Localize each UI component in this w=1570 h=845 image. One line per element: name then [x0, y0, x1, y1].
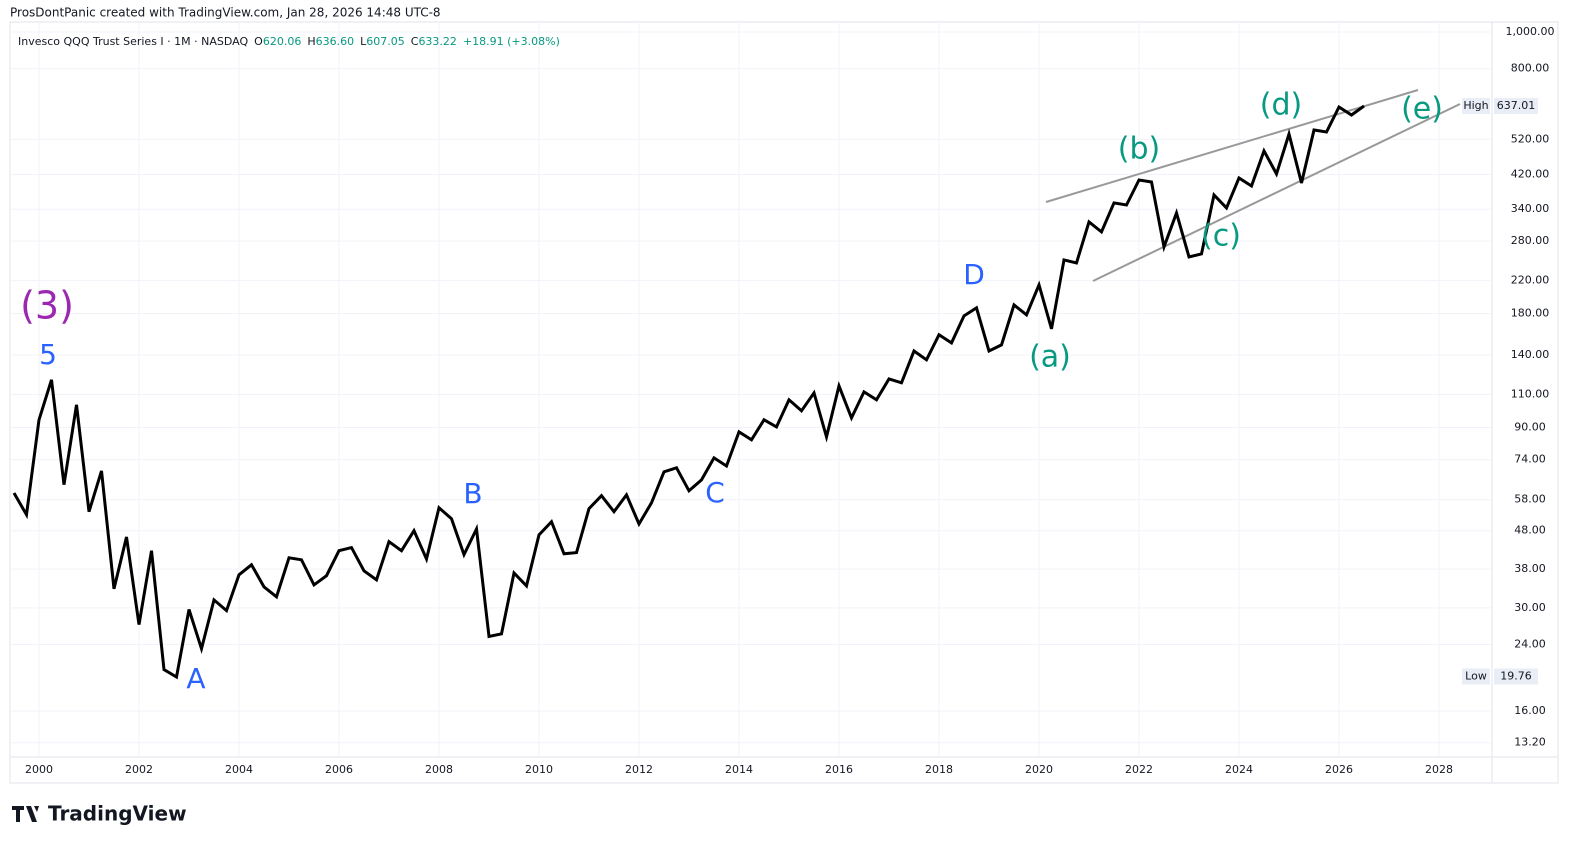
- y-tick-label: 280.00: [1511, 234, 1550, 247]
- header: ProsDontPanic created with TradingView.c…: [10, 6, 441, 20]
- price-tag-bg: [1494, 668, 1538, 685]
- y-tick-label: 74.00: [1514, 453, 1546, 466]
- price-tag-value: 637.01: [1497, 99, 1536, 112]
- y-tick-label: 140.00: [1511, 348, 1550, 361]
- ohlc-label: O: [254, 35, 263, 48]
- wave-label: (3): [20, 284, 74, 328]
- x-tick-label: 2002: [125, 763, 153, 776]
- wave-label: D: [963, 258, 985, 291]
- price-line: [12, 104, 1365, 680]
- y-tick-label: 800.00: [1511, 62, 1550, 75]
- wave-label: A: [186, 662, 205, 695]
- brand-logo: TradingView: [12, 802, 187, 826]
- ohlc-value: 620.06: [263, 35, 302, 48]
- y-tick-label: 90.00: [1514, 420, 1546, 433]
- x-tick-label: 2024: [1225, 763, 1253, 776]
- grid: [10, 22, 1492, 757]
- y-tick-label: 24.00: [1514, 638, 1546, 651]
- wave-label: (d): [1260, 88, 1302, 123]
- trend-line: [1045, 89, 1419, 203]
- y-tick-label: 220.00: [1511, 274, 1550, 287]
- wave-label: C: [705, 476, 725, 509]
- x-tick-label: 2014: [725, 763, 753, 776]
- y-tick-label: 340.00: [1511, 202, 1550, 215]
- wave-label: (c): [1201, 219, 1241, 254]
- x-tick-label: 2020: [1025, 763, 1053, 776]
- wave-label: (e): [1401, 92, 1443, 127]
- legend: Invesco QQQ Trust Series I · 1M · NASDAQ…: [18, 35, 560, 48]
- logo-icon: [12, 806, 39, 822]
- frame: [9, 21, 1559, 784]
- x-tick-label: 2028: [1425, 763, 1453, 776]
- y-tick-label: 48.00: [1514, 524, 1546, 537]
- ohlc-label: C: [411, 35, 419, 48]
- price-tag-label: Low: [1465, 669, 1487, 682]
- x-tick-label: 2026: [1325, 763, 1353, 776]
- price-tag-bg: [1462, 668, 1490, 685]
- ohlc-label: L: [360, 35, 367, 48]
- y-tick-label: 38.00: [1514, 562, 1546, 575]
- x-tick-label: 2012: [625, 763, 653, 776]
- x-tick-label: 2004: [225, 763, 253, 776]
- wave-label: 5: [39, 338, 57, 371]
- brand: TradingView: [48, 802, 187, 826]
- ohlc-label: H: [307, 35, 315, 48]
- ohlc-value: 633.22: [418, 35, 457, 48]
- ohlc-value: 636.60: [316, 35, 355, 48]
- y-tick-label: 13.20: [1514, 736, 1546, 749]
- x-tick-label: 2010: [525, 763, 553, 776]
- change: +18.91 (+3.08%): [463, 35, 560, 48]
- price-tag-bg: [1494, 98, 1538, 115]
- x-tick-label: 2018: [925, 763, 953, 776]
- price-tag-label: High: [1463, 99, 1488, 112]
- y-tick-label: 110.00: [1511, 388, 1550, 401]
- y-tick-label: 180.00: [1511, 307, 1550, 320]
- wave-label: B: [463, 477, 482, 510]
- price-tag-bg: [1462, 98, 1490, 115]
- symbol-title: Invesco QQQ Trust Series I · 1M · NASDAQ: [18, 35, 248, 48]
- trend-line: [1092, 103, 1461, 282]
- y-tick-label: 520.00: [1511, 132, 1550, 145]
- x-tick-label: 2008: [425, 763, 453, 776]
- x-tick-label: 2022: [1125, 763, 1153, 776]
- wave-label: (a): [1029, 340, 1071, 375]
- y-tick-label: 1,000.00: [1506, 25, 1555, 38]
- price-tag-value: 19.76: [1500, 669, 1532, 682]
- wave-label: (b): [1118, 132, 1160, 167]
- x-tick-label: 2016: [825, 763, 853, 776]
- x-tick-label: 2006: [325, 763, 353, 776]
- ohlc-value: 607.05: [366, 35, 405, 48]
- y-tick-label: 420.00: [1511, 167, 1550, 180]
- y-tick-label: 58.00: [1514, 493, 1546, 506]
- y-tick-label: 16.00: [1514, 704, 1546, 717]
- y-tick-label: 30.00: [1514, 601, 1546, 614]
- x-tick-label: 2000: [25, 763, 53, 776]
